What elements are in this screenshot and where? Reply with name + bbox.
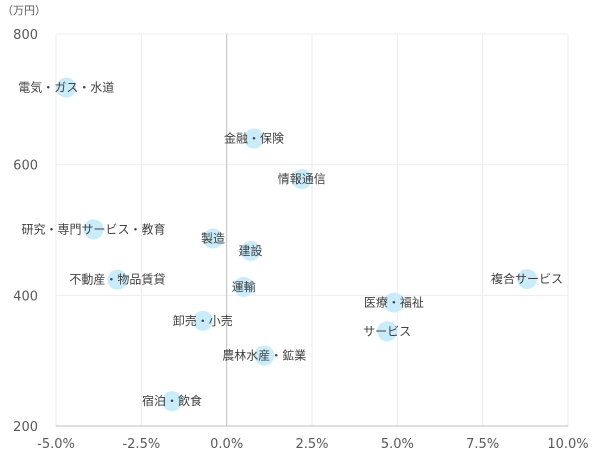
data-point-label: 製造 bbox=[201, 231, 225, 245]
data-point-label: 研究・専門サービス・教育 bbox=[22, 221, 166, 236]
data-point-label: 運輸 bbox=[232, 279, 256, 294]
data-point bbox=[240, 240, 261, 261]
data-point-label: 電気・ガス・水道 bbox=[18, 80, 114, 95]
x-tick-label: -5.0% bbox=[37, 437, 75, 452]
gridlines bbox=[55, 33, 569, 426]
data-point bbox=[83, 219, 104, 240]
y-axis-unit-label: （万円） bbox=[2, 4, 46, 17]
data-point-label: 宿泊・飲食 bbox=[142, 393, 202, 408]
data-point bbox=[377, 321, 398, 342]
x-tick-label: 7.5% bbox=[466, 437, 499, 452]
data-point bbox=[192, 310, 213, 331]
data-point-label: 金融・保険 bbox=[224, 131, 284, 146]
data-point bbox=[162, 391, 183, 412]
x-tick-label: 2.5% bbox=[295, 437, 328, 452]
data-point-label: サービス bbox=[363, 324, 411, 338]
x-tick-label: 0.0% bbox=[210, 437, 243, 452]
x-tick-label: 10.0% bbox=[547, 437, 588, 452]
data-point-label: 情報通信 bbox=[278, 172, 326, 186]
data-point bbox=[203, 228, 224, 249]
y-tick-label: 400 bbox=[13, 289, 38, 304]
data-point bbox=[107, 269, 128, 290]
data-point-label: 不動産・物品賃貸 bbox=[69, 272, 165, 287]
data-labels: 電気・ガス・水道金融・保険情報通信研究・専門サービス・教育製造建設不動産・物品賃… bbox=[18, 80, 563, 409]
y-tick-label: 800 bbox=[13, 28, 38, 43]
data-point-label: 卸売・小売 bbox=[173, 313, 233, 328]
data-points bbox=[56, 77, 538, 412]
data-point bbox=[254, 345, 275, 366]
data-point bbox=[517, 269, 538, 289]
x-tick-label: 5.0% bbox=[381, 437, 414, 452]
data-point-label: 医療・福祉 bbox=[364, 295, 424, 310]
y-tick-label: 200 bbox=[13, 420, 38, 435]
data-point-label: 複合サービス bbox=[491, 271, 563, 286]
data-point bbox=[243, 128, 264, 149]
data-point bbox=[56, 77, 77, 98]
data-point-label: 農林水産・鉱業 bbox=[222, 347, 306, 362]
data-point bbox=[233, 276, 254, 297]
y-tick-label: 600 bbox=[13, 159, 38, 174]
data-point bbox=[291, 169, 312, 190]
data-point-label: 建設 bbox=[239, 243, 263, 258]
data-point bbox=[383, 292, 404, 313]
axes: -5.0% -2.5% 0.0% 2.5% 5.0% 7.5% 10.0% 200 400 600… bbox=[13, 28, 588, 452]
x-tick-label: -2.5% bbox=[122, 437, 160, 452]
